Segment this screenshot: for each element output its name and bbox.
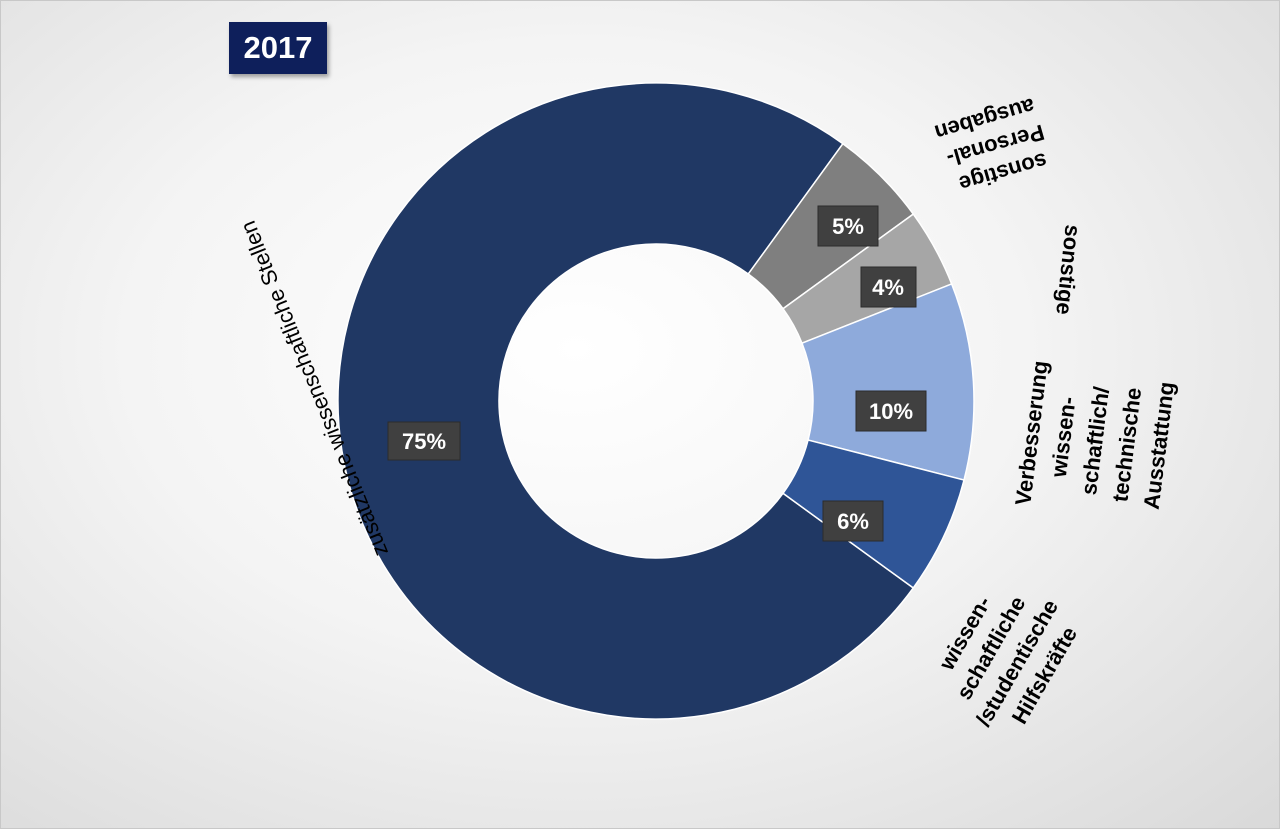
value-label-75: 75% (387, 421, 461, 461)
category-label-hilfskraefte: wissen- schaftliche /studentische Hilfsk… (919, 560, 1093, 746)
value-label-5: 5% (817, 205, 879, 247)
category-label-personalausgaben-text: sonstige Personal- ausgaben (930, 93, 1055, 200)
svg-text:4%: 4% (872, 275, 904, 300)
svg-text:sonstige: sonstige (1051, 223, 1085, 316)
chart-title: 2017 (229, 22, 327, 74)
category-label-personalausgaben: sonstige Personal- ausgaben (930, 93, 1055, 200)
category-label-ausstattung-text: Verbesserung wissen- schaftlich/ technis… (1010, 353, 1180, 522)
svg-text:10%: 10% (869, 399, 913, 424)
svg-text:75%: 75% (402, 429, 446, 454)
svg-text:5%: 5% (832, 214, 864, 239)
value-label-6: 6% (822, 500, 884, 542)
value-label-4: 4% (860, 266, 917, 308)
category-label-sonstige: sonstige (1051, 223, 1085, 316)
value-label-10: 10% (855, 390, 927, 432)
category-label-hilfskraefte-text: wissen- schaftliche /studentische Hilfsk… (919, 560, 1093, 746)
category-label-ausstattung: Verbesserung wissen- schaftlich/ technis… (1010, 353, 1180, 522)
slice-0 (337, 82, 915, 720)
svg-text:6%: 6% (837, 509, 869, 534)
slices-group (337, 82, 975, 720)
